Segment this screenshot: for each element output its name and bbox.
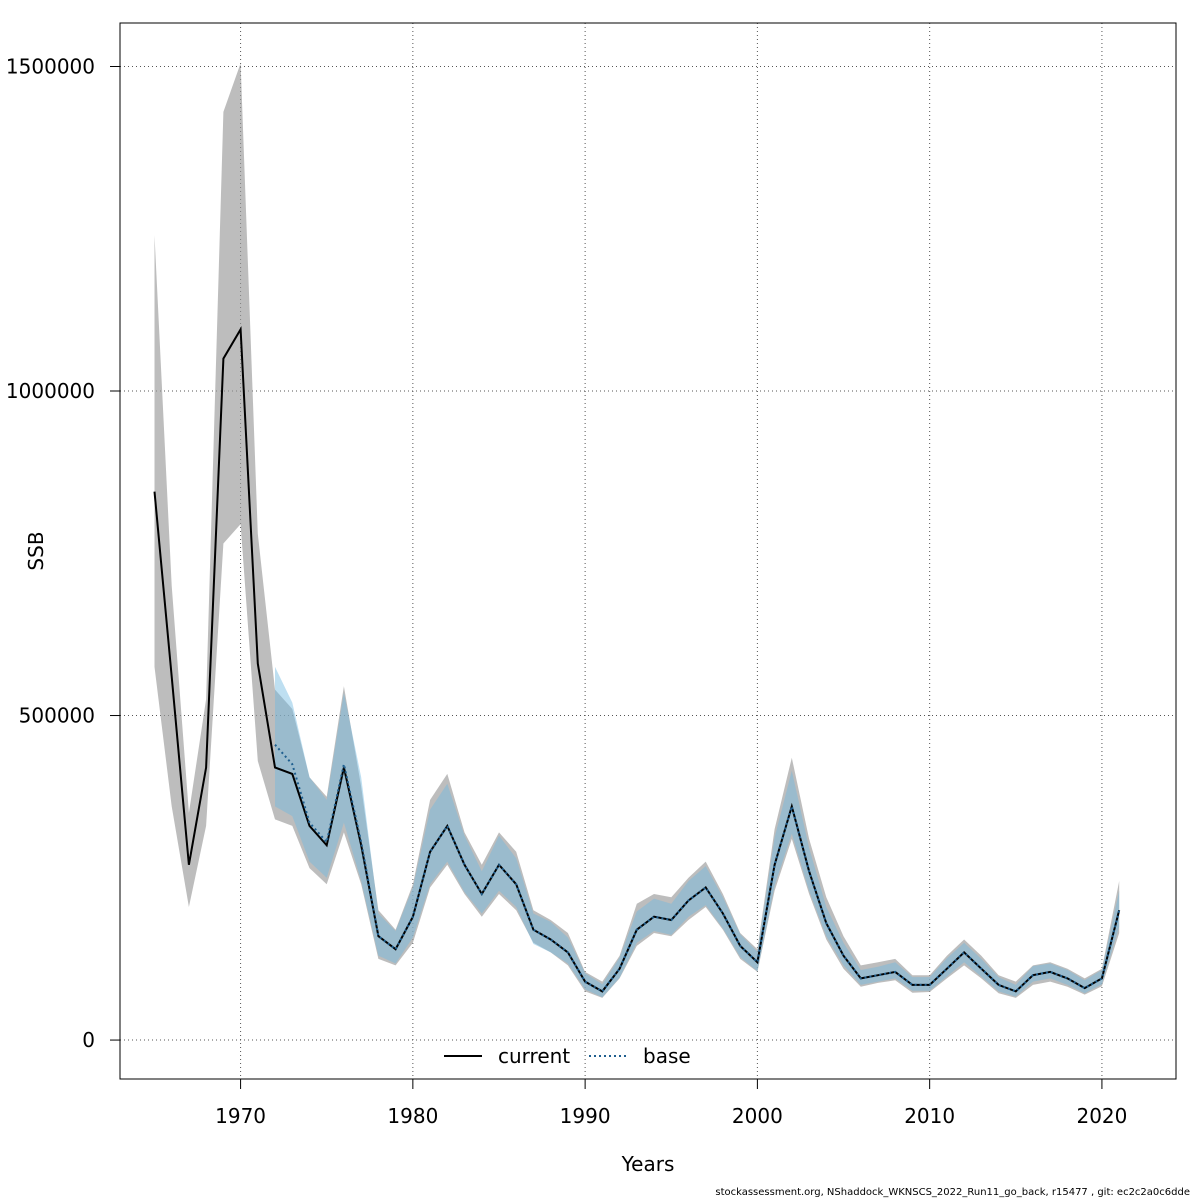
legend-current-label: current (498, 1044, 570, 1068)
footer-credit: stockassessment.org, NShaddock_WKNSCS_20… (715, 1187, 1190, 1198)
y-tick-label: 1500000 (6, 54, 95, 78)
y-axis-ticks: 0 500000 1000000 1500000 (6, 54, 120, 1052)
x-tick-label: 2010 (904, 1104, 955, 1128)
x-tick-label: 1980 (387, 1104, 438, 1128)
series-lines (153, 326, 1121, 993)
line-current (153, 326, 1121, 993)
plot-frame (119, 22, 1177, 1080)
x-axis-title: Years (621, 1152, 675, 1176)
confidence-bands (154, 63, 1120, 998)
y-tick-label: 1000000 (6, 379, 95, 403)
y-tick-label: 500000 (19, 704, 95, 728)
x-tick-label: 2000 (732, 1104, 783, 1128)
grid-lines (120, 23, 1176, 1079)
y-axis-title: SSB (24, 531, 48, 570)
x-axis-ticks: 1970 1980 1990 2000 2010 2020 (215, 1079, 1127, 1128)
legend-base-label: base (643, 1044, 691, 1068)
x-tick-label: 2020 (1076, 1104, 1127, 1128)
band-current (154, 63, 1120, 998)
x-tick-label: 1990 (560, 1104, 611, 1128)
y-tick-label: 0 (82, 1028, 95, 1052)
legend: current base (444, 1044, 691, 1068)
band-base (275, 666, 1120, 998)
x-tick-label: 1970 (215, 1104, 266, 1128)
line-base (274, 744, 1121, 993)
